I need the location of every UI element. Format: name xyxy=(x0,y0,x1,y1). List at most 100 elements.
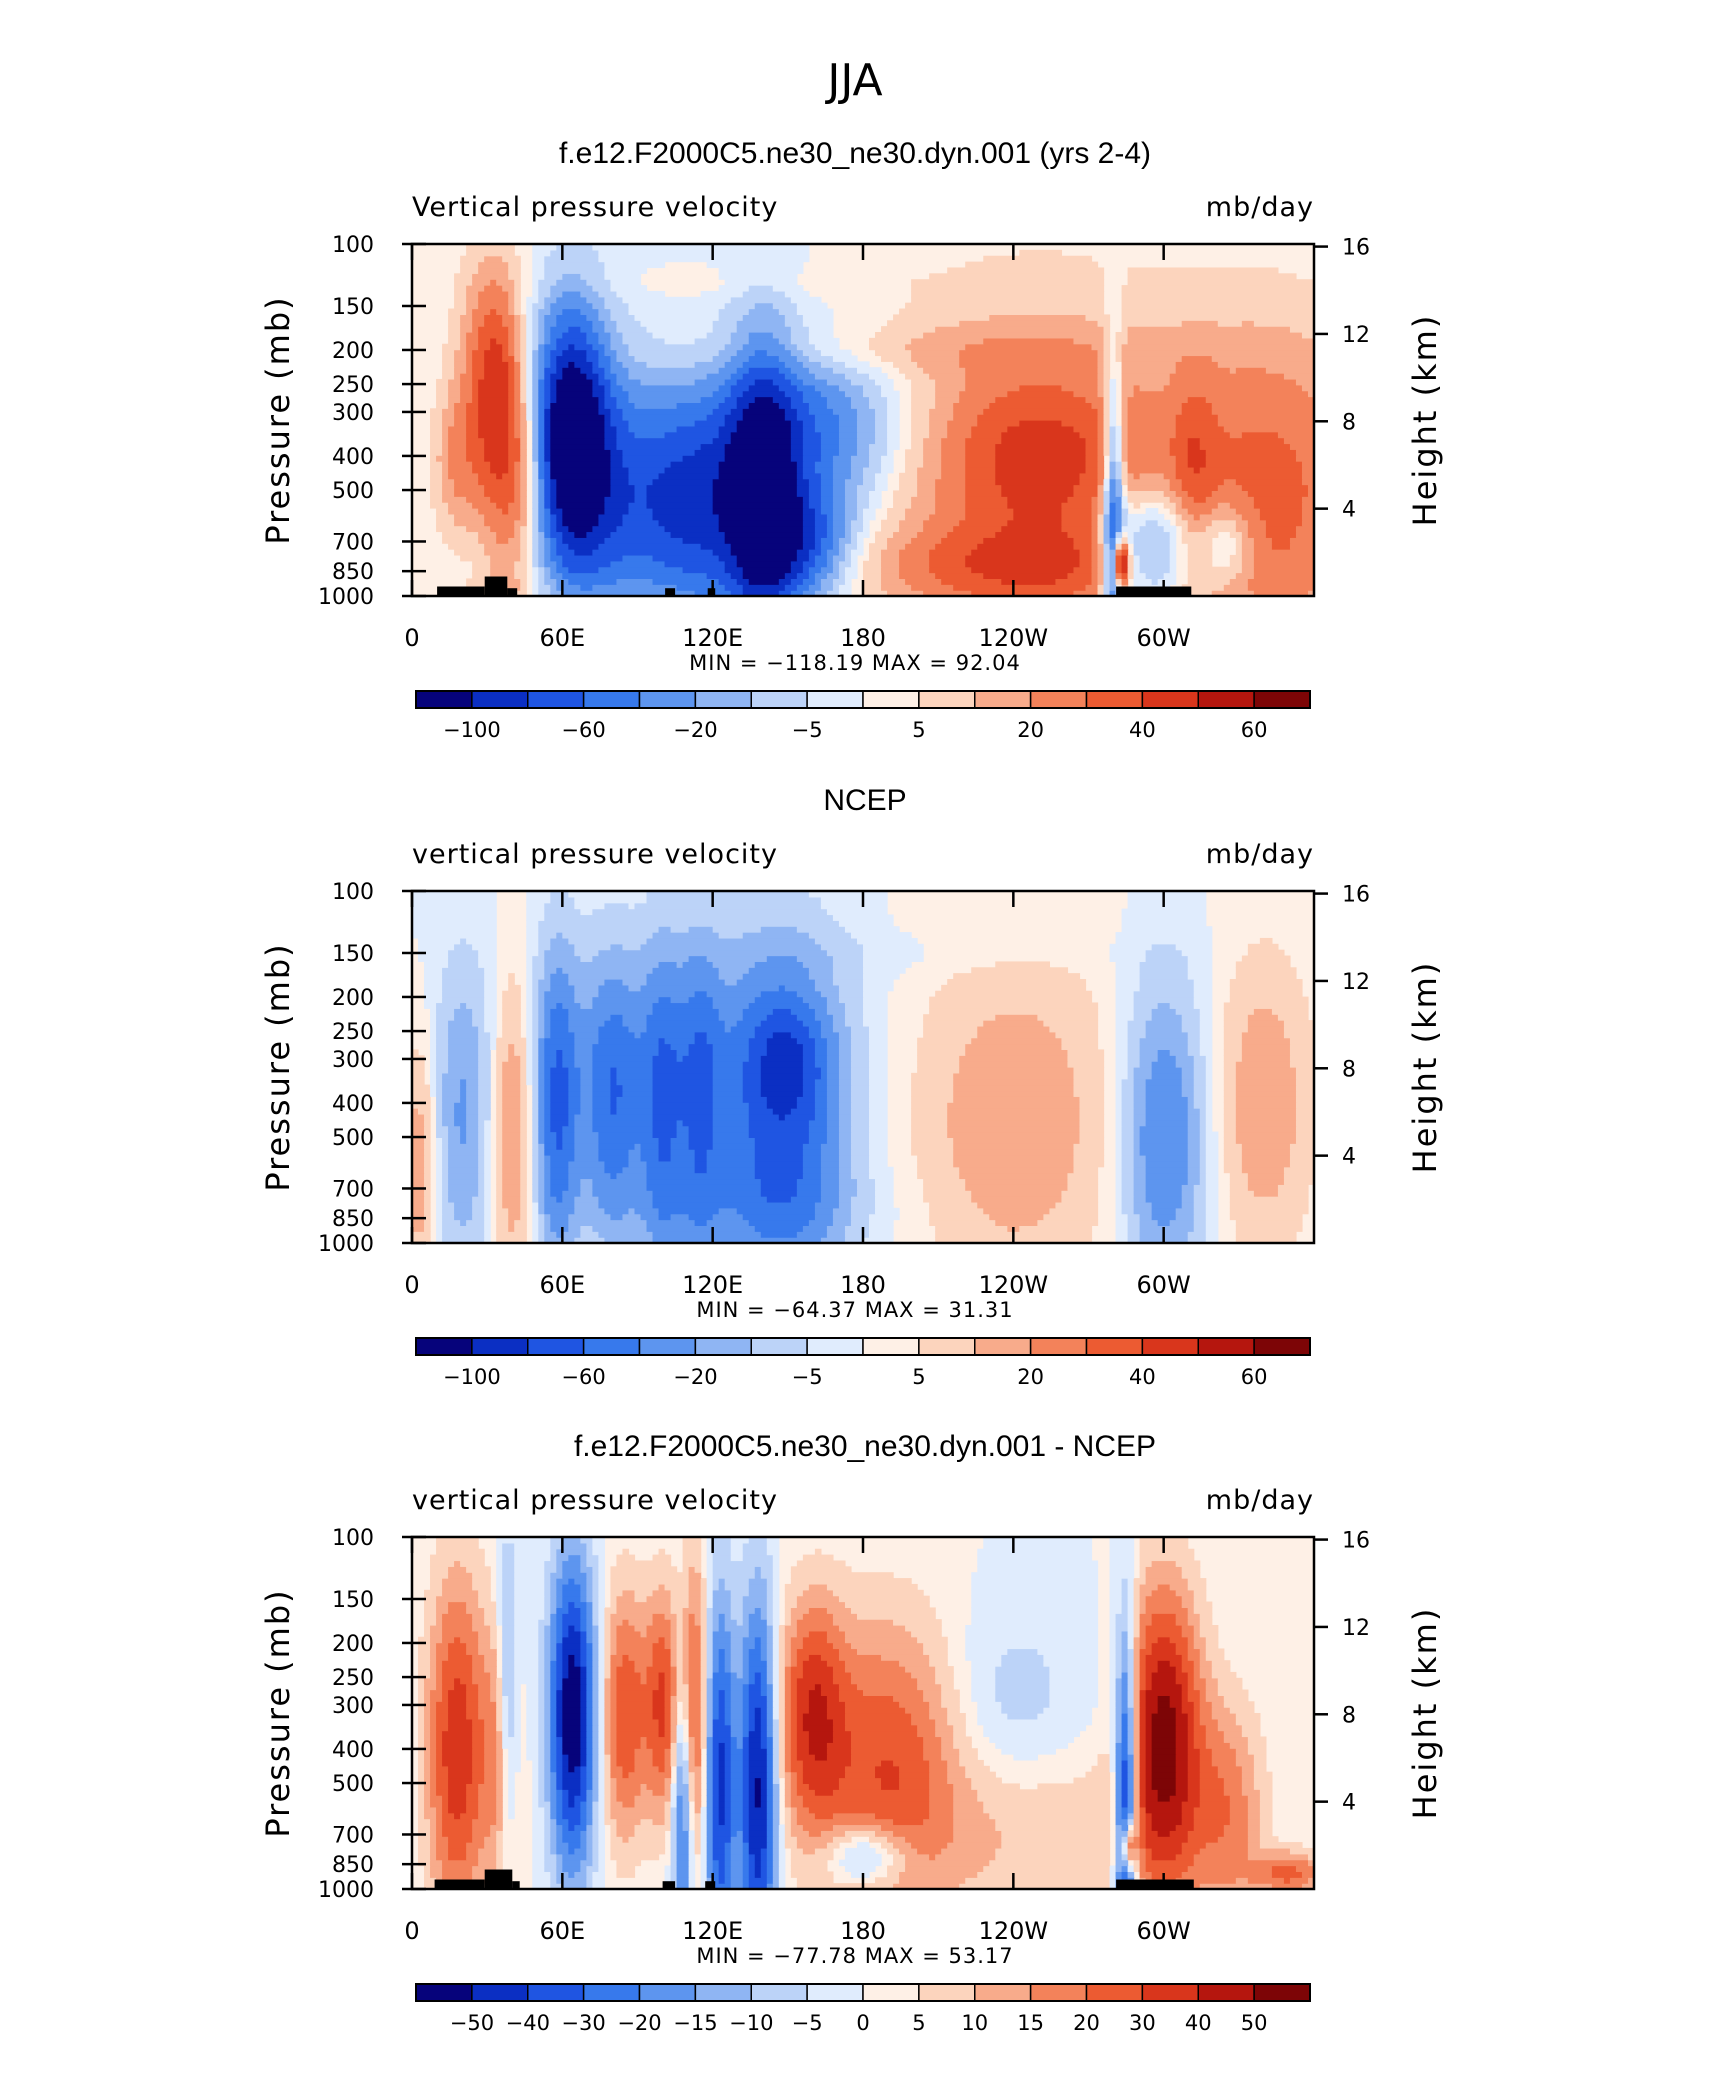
field-cell xyxy=(887,508,906,515)
field-cell xyxy=(1223,1131,1237,1138)
field-cell xyxy=(760,1061,804,1068)
field-cell xyxy=(929,554,966,562)
field-cell xyxy=(550,249,600,257)
field-cell xyxy=(814,1201,840,1209)
field-cell xyxy=(1097,484,1105,491)
field-cell xyxy=(538,932,557,939)
field-cell xyxy=(742,1061,762,1068)
field-cell xyxy=(442,979,485,986)
field-cell xyxy=(676,1055,684,1062)
field-cell xyxy=(550,1078,569,1086)
y-tick-label: 400 xyxy=(332,1092,374,1117)
field-cell xyxy=(556,337,587,345)
field-cell xyxy=(634,1795,672,1802)
field-cell xyxy=(466,431,479,439)
field-cell xyxy=(412,891,497,898)
field-cell xyxy=(832,1213,852,1221)
field-cell xyxy=(1229,560,1243,568)
field-cell xyxy=(1139,384,1165,392)
field-cell xyxy=(526,1049,533,1056)
field-cell xyxy=(869,1102,888,1109)
field-cell xyxy=(544,384,551,392)
field-cell xyxy=(556,1143,563,1150)
field-cell xyxy=(724,1877,732,1884)
field-cell xyxy=(1175,472,1303,480)
field-cell xyxy=(742,408,786,415)
field-cell xyxy=(652,1789,666,1796)
field-cell xyxy=(1181,949,1213,957)
field-cell xyxy=(718,314,744,321)
field-cell xyxy=(965,490,1002,497)
field-cell xyxy=(622,1801,636,1808)
field-cell xyxy=(850,537,858,544)
field-cell xyxy=(802,496,810,503)
field-cell xyxy=(526,343,533,351)
field-cell xyxy=(544,1067,551,1074)
field-cell xyxy=(496,1237,527,1243)
field-cell xyxy=(742,1883,750,1889)
field-cell xyxy=(748,1043,768,1050)
field-cell xyxy=(1259,1795,1273,1802)
field-cell xyxy=(1223,1031,1243,1039)
field-cell xyxy=(562,1231,581,1238)
field-cell xyxy=(929,513,966,521)
field-cell xyxy=(442,1859,479,1867)
field-cell xyxy=(544,1207,575,1215)
field-cell xyxy=(1289,1061,1314,1068)
field-cell xyxy=(899,572,936,579)
field-cell xyxy=(556,296,587,304)
field-cell xyxy=(718,461,798,468)
field-cell xyxy=(676,1812,684,1820)
field-cell xyxy=(1289,1043,1314,1050)
field-cell xyxy=(941,437,966,445)
field-cell xyxy=(562,1830,581,1837)
field-cell xyxy=(1115,1859,1129,1867)
field-cell xyxy=(796,1178,822,1185)
field-cell xyxy=(875,378,894,386)
field-cell xyxy=(1295,525,1314,533)
field-cell xyxy=(598,1801,606,1808)
field-cell xyxy=(856,420,876,427)
field-cell xyxy=(1115,1213,1129,1221)
field-cell xyxy=(1133,1113,1147,1121)
field-cell xyxy=(430,1049,437,1056)
field-cell xyxy=(1115,490,1123,497)
field-cell xyxy=(1073,484,1099,491)
field-cell xyxy=(598,1847,606,1855)
field-cell xyxy=(628,472,660,480)
field-cell xyxy=(863,961,912,968)
field-cell xyxy=(622,1090,654,1097)
field-cell xyxy=(412,896,497,904)
field-cell xyxy=(412,1219,425,1226)
field-cell xyxy=(784,1836,798,1843)
field-cell xyxy=(953,402,990,409)
field-cell xyxy=(1271,1871,1303,1878)
field-cell xyxy=(742,1014,768,1021)
field-cell xyxy=(929,560,966,568)
field-cell xyxy=(442,1155,449,1162)
field-cell xyxy=(832,914,894,921)
field-cell xyxy=(850,1108,870,1115)
field-cell xyxy=(971,1783,1020,1790)
field-cell xyxy=(724,1842,732,1849)
field-cell xyxy=(454,361,467,368)
field-cell xyxy=(832,1207,852,1215)
field-cell xyxy=(1097,431,1105,439)
field-cell xyxy=(1121,472,1129,480)
variable-label: vertical pressure velocity xyxy=(412,839,778,870)
field-cell xyxy=(718,1801,726,1808)
field-cell xyxy=(712,1090,744,1097)
field-cell xyxy=(1271,1883,1303,1889)
field-cell xyxy=(1241,1783,1255,1790)
field-cell xyxy=(1139,525,1165,533)
field-cell xyxy=(514,355,521,362)
field-cell xyxy=(466,425,479,433)
field-cell xyxy=(887,590,924,596)
field-cell xyxy=(436,1067,449,1074)
field-cell xyxy=(1001,1836,1111,1843)
field-cell xyxy=(508,502,521,509)
field-cell xyxy=(646,496,714,503)
field-cell xyxy=(616,578,654,585)
field-cell xyxy=(869,337,912,345)
field-cell xyxy=(532,967,545,974)
